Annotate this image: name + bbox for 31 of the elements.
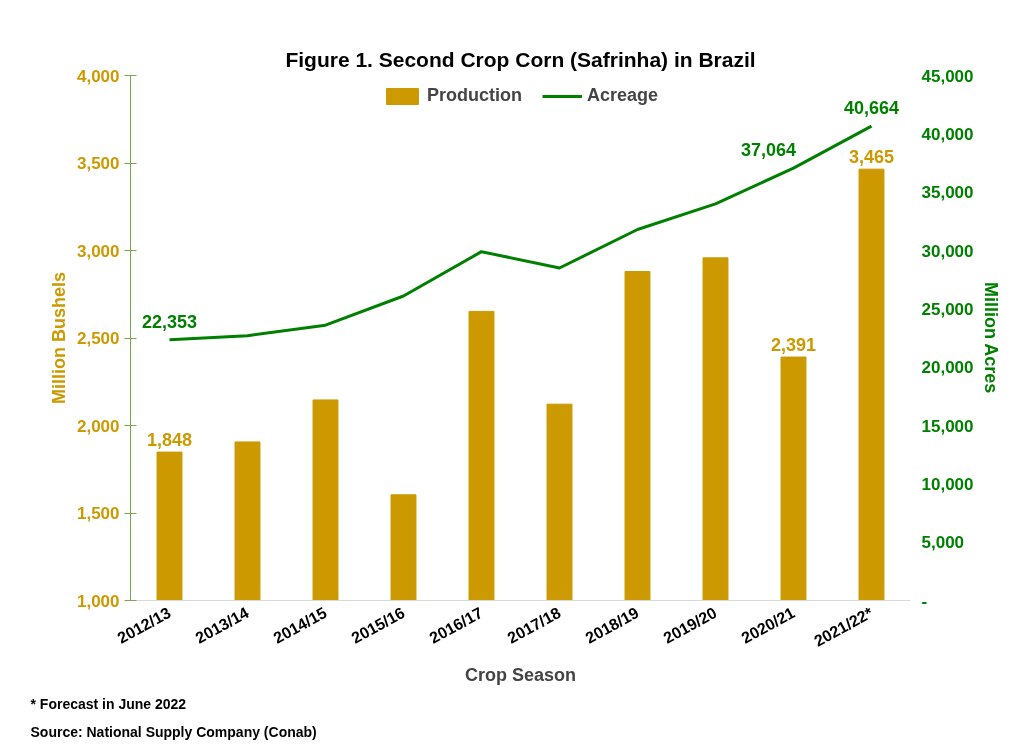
y2-axis-title: Million Acres [981, 281, 1002, 394]
legend-label: Production [426, 85, 522, 106]
text: * Forecast in June 2022 [30, 695, 187, 712]
y2-tick-label: 40,000 [921, 124, 974, 144]
y-axis-title: Million Bushels [48, 271, 69, 405]
x-axis-title: Crop Season [464, 665, 577, 686]
y2-tick-label: 35,000 [921, 183, 974, 203]
y2-tick-label: 45,000 [921, 66, 974, 86]
y-tick-label: 2,500 [76, 329, 120, 348]
chart-title: Figure 1. Second Crop Corn (Safrinha) in Brazil [285, 47, 756, 71]
source-note: Source: National Supply Company (Conab) [30, 723, 317, 740]
data-label: 3,465 [848, 147, 895, 168]
y2-tick-label: 10,000 [921, 474, 974, 494]
data-label: 1,848 [146, 430, 193, 451]
y-tick-label: 3,000 [76, 241, 120, 261]
data-label: 37,064 [740, 140, 797, 161]
y-tick-label: 1,000 [76, 591, 120, 611]
y-tick-label: 2,000 [76, 416, 120, 436]
y2-tick-label: - [921, 591, 928, 611]
y2-tick-label: 5,000 [921, 533, 965, 553]
y2-tick-label: 25,000 [921, 299, 974, 319]
y-tick-label: 1,500 [76, 504, 120, 523]
legend-label: Acreage [586, 85, 659, 106]
data-label: 2,391 [770, 335, 817, 356]
data-label: 22,353 [141, 311, 198, 332]
y-tick-label: 4,000 [76, 66, 120, 86]
y2-tick-label: 15,000 [921, 416, 974, 436]
y2-tick-label: 20,000 [921, 358, 974, 378]
data-label: 40,664 [843, 98, 900, 119]
y2-tick-label: 30,000 [921, 241, 974, 261]
y-tick-label: 3,500 [76, 154, 120, 173]
